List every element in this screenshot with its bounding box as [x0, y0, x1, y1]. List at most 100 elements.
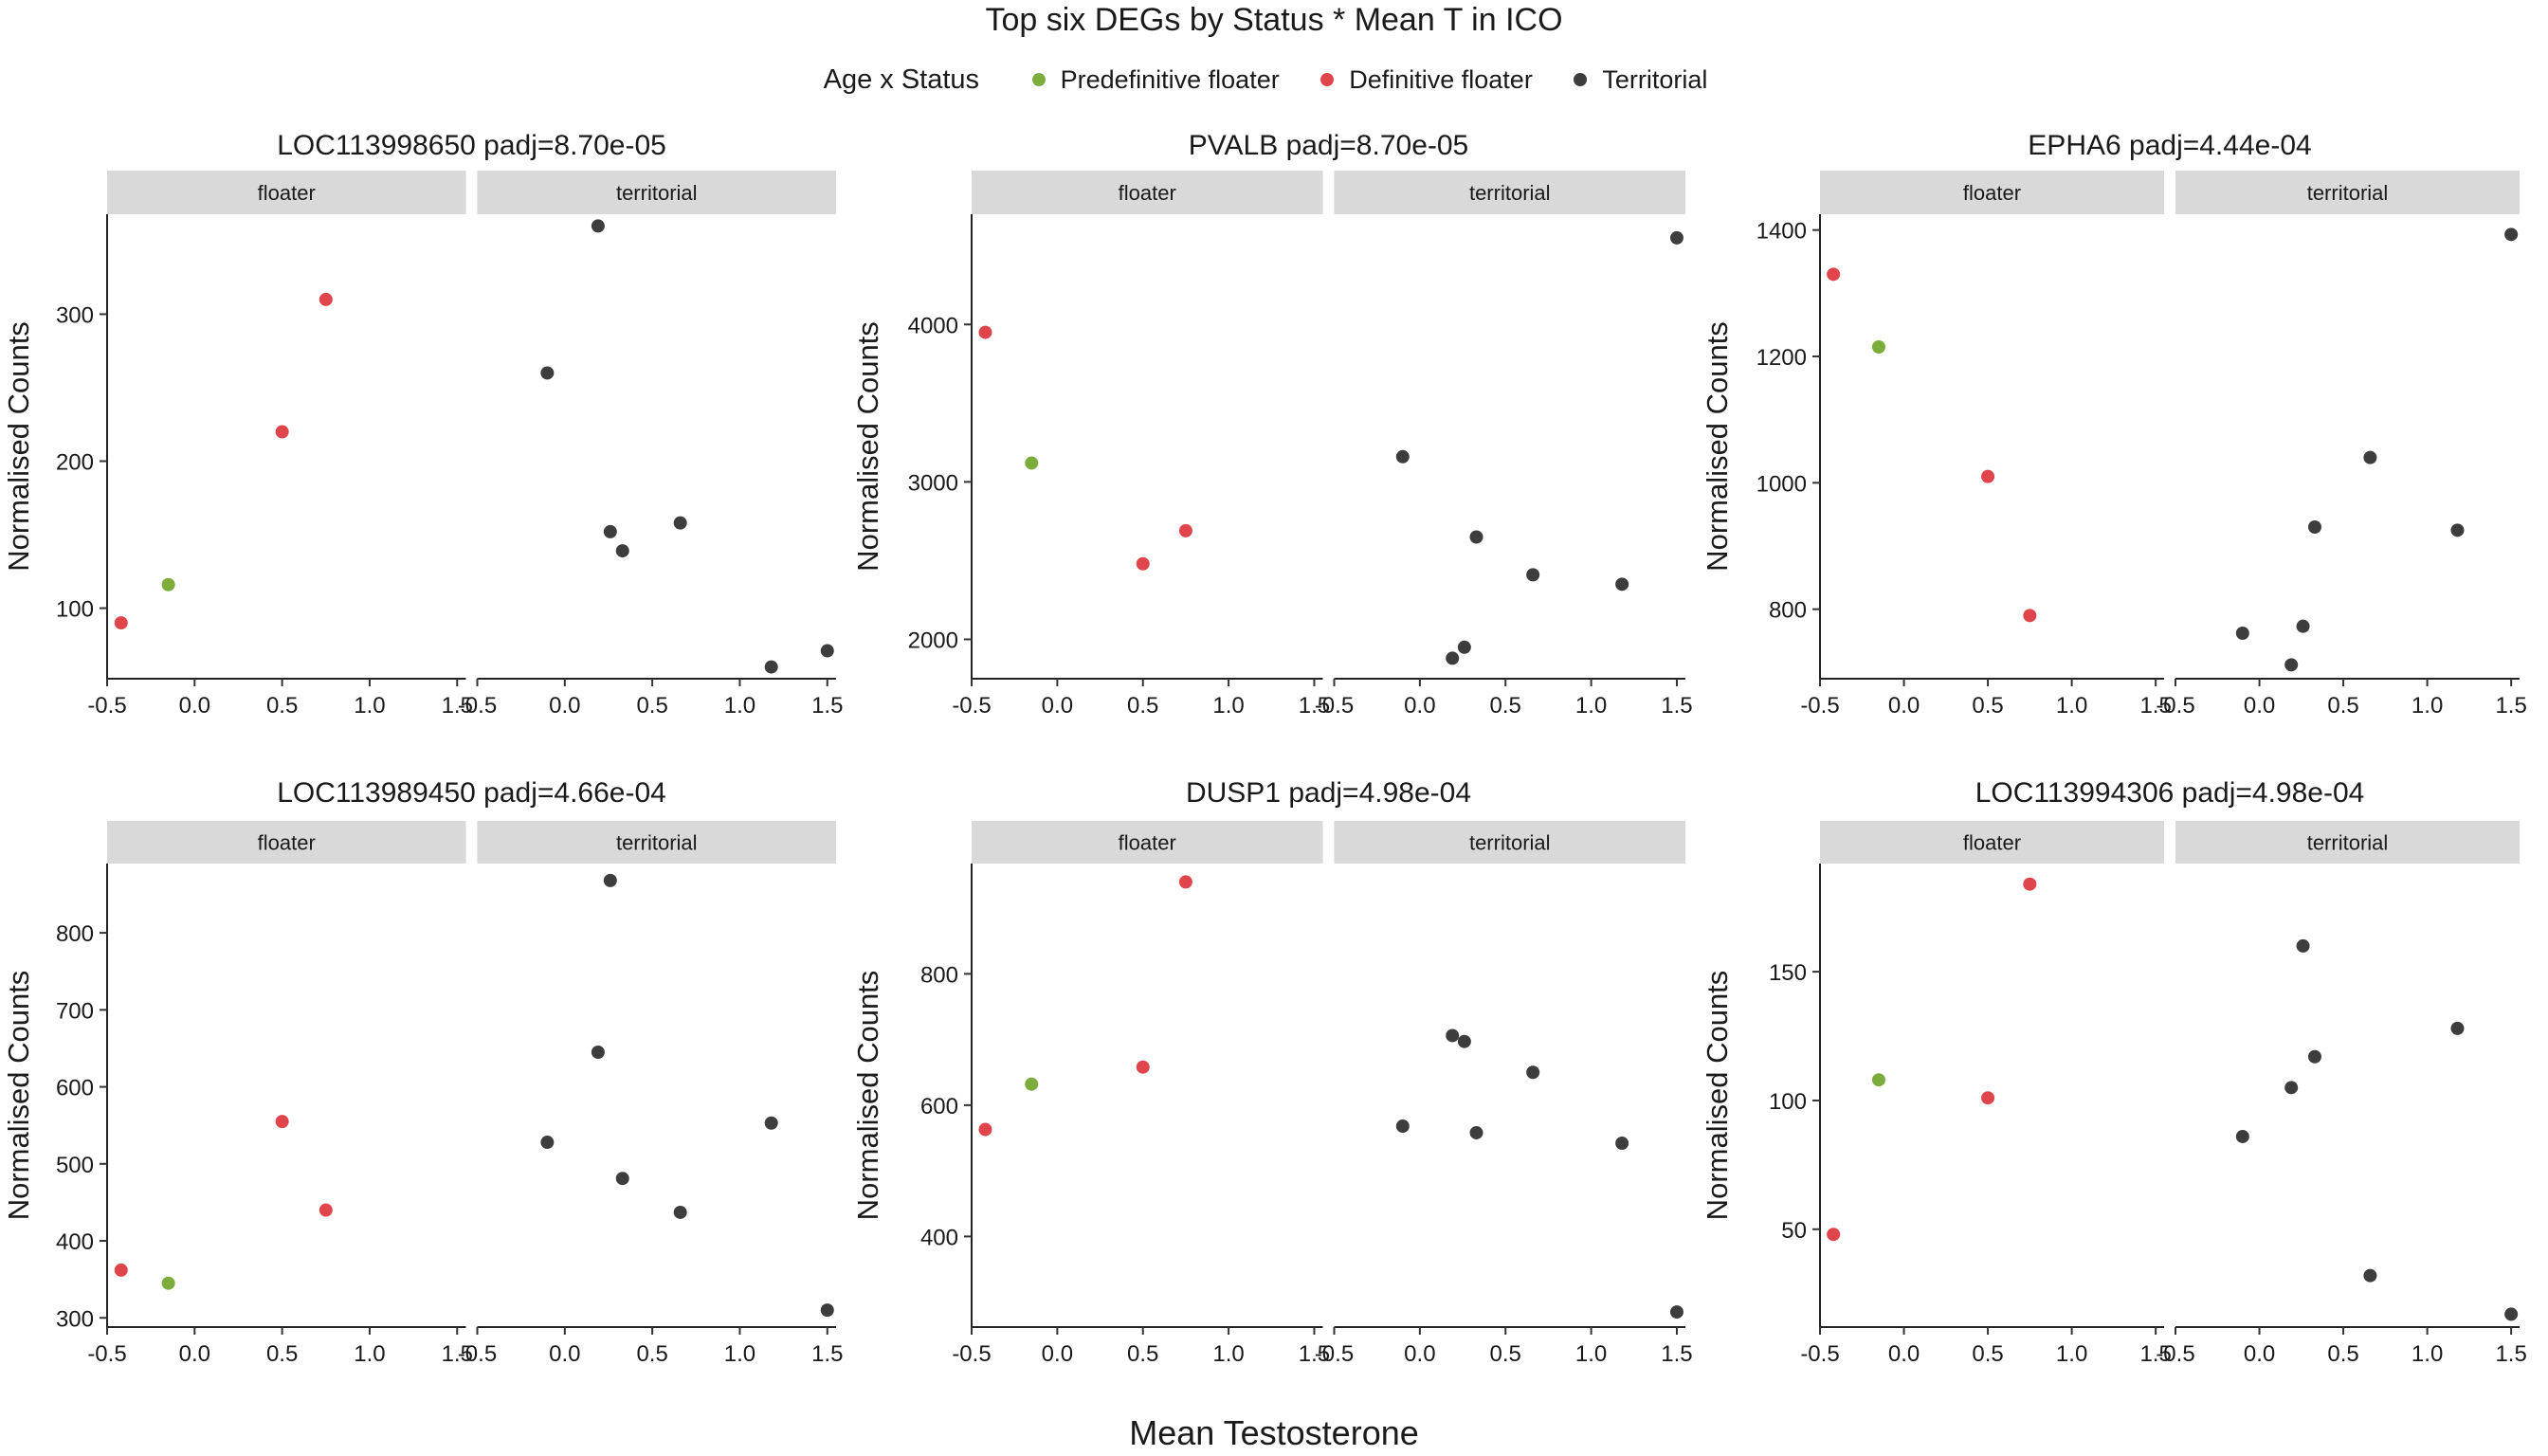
panel-1-point-territorial: [764, 660, 778, 674]
panel-5-x-tick-label-floater: 1.5: [1299, 1341, 1330, 1367]
panel-4-point-floater: [161, 1276, 175, 1290]
panel-4-x-tick-label-territorial: -0.5: [458, 1341, 497, 1367]
panel-1-x-tick-label-floater: 0.5: [266, 693, 298, 719]
panel-3-x-tick-label-territorial: -0.5: [2156, 693, 2194, 719]
panel-2-point-floater: [1178, 523, 1192, 537]
panel-4-x-tick-label-territorial: 1.0: [724, 1341, 755, 1367]
panel-1-strip-floater: [107, 171, 466, 214]
panel-5-x-tick-label-territorial: 0.5: [1490, 1341, 1521, 1367]
panel-3-point-territorial: [2307, 520, 2321, 534]
panel-5-point-floater: [1136, 1060, 1150, 1074]
panel-5-point-territorial: [1669, 1305, 1684, 1320]
panel-1-y-tick-label: 100: [56, 597, 94, 623]
panel-1-point-territorial: [603, 524, 617, 538]
panel-3-point-territorial: [2504, 228, 2519, 242]
panel-5-point-territorial: [1615, 1137, 1629, 1151]
panel-6-strip-territorial: [2175, 821, 2520, 864]
panel-6-x-tick-label-floater: 1.5: [2139, 1341, 2171, 1367]
panel-5-point-territorial: [1446, 1028, 1460, 1043]
panel-4-x-tick-label-floater: 1.0: [354, 1341, 385, 1367]
panel-4-y-tick-label: 500: [56, 1153, 94, 1178]
panel-3-strip-floater: [1820, 171, 2164, 214]
panel-3-strip-label-floater: floater: [1963, 181, 2021, 205]
panel-4-x-tick-label-floater: 0.0: [179, 1341, 210, 1367]
legend-label-predefinitive-floater: Predefinitive floater: [1060, 65, 1280, 94]
panel-4-strip-label-floater: floater: [258, 831, 316, 855]
panel-4-point-territorial: [764, 1116, 778, 1130]
legend-title: Age x Status: [823, 64, 980, 95]
panel-5-strip-floater: [972, 821, 1323, 864]
panel-5-point-floater: [978, 1122, 992, 1137]
panel-2-point-territorial: [1615, 577, 1629, 592]
panel-5-point-territorial: [1469, 1125, 1483, 1139]
panel-1-x-tick-label-territorial: 0.0: [549, 693, 580, 719]
legend-swatch-definitive-floater: [1320, 72, 1335, 86]
panel-6-x-tick-label-territorial: 1.5: [2495, 1341, 2526, 1367]
panel-1-strip-territorial: [477, 171, 836, 214]
panel-5-point-floater: [1178, 875, 1192, 889]
panel-2-x-tick-label-territorial: 0.5: [1490, 693, 1521, 719]
panel-2-point-territorial: [1457, 640, 1471, 654]
panel-4-y-tick-label: 800: [56, 921, 94, 947]
panel-5-x-tick-label-territorial: 1.0: [1575, 1341, 1607, 1367]
panel-1-x-tick-label-territorial: 1.5: [811, 693, 843, 719]
panel-5-x-tick-label-floater: -0.5: [952, 1341, 991, 1367]
panel-3-title: EPHA6 padj=4.44e-04: [2028, 130, 2311, 161]
panel-2-strip-territorial: [1334, 171, 1685, 214]
panel-5-y-tick-label: 800: [920, 962, 958, 988]
panel-4-strip-floater: [107, 821, 466, 864]
panel-4-y-tick-label: 300: [56, 1306, 94, 1332]
panel-2-point-territorial: [1469, 530, 1483, 544]
panel-4-point-territorial: [673, 1205, 687, 1219]
panel-2-strip-label-floater: floater: [1119, 181, 1176, 205]
panel-5-x-tick-label-floater: 0.0: [1042, 1341, 1073, 1367]
panel-6-x-tick-label-territorial: -0.5: [2156, 1341, 2194, 1367]
panel-3-x-tick-label-floater: 0.0: [1888, 693, 1920, 719]
panel-2-title: PVALB padj=8.70e-05: [1189, 130, 1469, 161]
panel-4-point-territorial: [540, 1136, 555, 1150]
panel-3-point-territorial: [2363, 450, 2377, 464]
panel-2-x-tick-label-floater: 1.0: [1212, 693, 1244, 719]
panel-1-point-territorial: [615, 544, 629, 558]
panel-6-point-territorial: [2235, 1129, 2249, 1143]
panel-1-strip-label-floater: floater: [258, 181, 316, 205]
panel-4-x-tick-label-floater: 1.5: [442, 1341, 473, 1367]
panel-6-strip-label-floater: floater: [1963, 831, 2021, 855]
panel-5-x-tick-label-territorial: 1.5: [1661, 1341, 1692, 1367]
panel-1-point-floater: [161, 577, 175, 592]
panel-6-point-territorial: [2450, 1021, 2465, 1035]
panel-2-strip-label-territorial: territorial: [1469, 181, 1551, 205]
panel-5-title: DUSP1 padj=4.98e-04: [1186, 777, 1471, 809]
panel-3-strip-label-territorial: territorial: [2307, 181, 2389, 205]
panel-3-x-tick-label-territorial: 1.5: [2495, 693, 2526, 719]
panel-6-point-territorial: [2284, 1081, 2299, 1095]
panel-4-title: LOC113989450 padj=4.66e-04: [277, 777, 666, 809]
panel-1-x-tick-label-floater: 1.5: [442, 693, 473, 719]
panel-3-point-territorial: [2284, 658, 2299, 672]
legend-label-territorial: Territorial: [1602, 65, 1708, 94]
panel-1-x-tick-label-floater: -0.5: [87, 693, 126, 719]
panel-6-x-tick-label-floater: 0.5: [1972, 1341, 2003, 1367]
panel-1-point-territorial: [820, 644, 834, 658]
panel-3-x-tick-label-floater: 0.5: [1972, 693, 2003, 719]
panel-5-y-tick-label: 400: [920, 1225, 958, 1250]
panel-6-point-floater: [1981, 1091, 1995, 1105]
panel-3-point-territorial: [2296, 619, 2310, 633]
panel-4-x-tick-label-floater: -0.5: [87, 1341, 126, 1367]
panel-1-y-tick-label: 300: [56, 302, 94, 328]
panel-2-y-axis-title: Normalised Counts: [851, 321, 884, 572]
panel-1-x-tick-label-floater: 0.0: [179, 693, 210, 719]
panel-1-point-territorial: [673, 516, 687, 530]
panel-3-point-floater: [2023, 609, 2037, 623]
panel-2-y-tick-label: 3000: [908, 470, 958, 496]
legend-item-definitive-floater: Definitive floater: [1320, 65, 1533, 95]
panel-3-point-floater: [1871, 340, 1885, 354]
panel-4-y-tick-label: 700: [56, 998, 94, 1024]
panel-4-x-tick-label-floater: 0.5: [266, 1341, 298, 1367]
panel-6-strip-label-territorial: territorial: [2307, 831, 2389, 855]
panel-1-point-territorial: [540, 366, 555, 380]
panel-4-point-floater: [275, 1115, 289, 1129]
legend-item-territorial: Territorial: [1574, 65, 1707, 95]
panel-4-point-floater: [318, 1203, 333, 1217]
